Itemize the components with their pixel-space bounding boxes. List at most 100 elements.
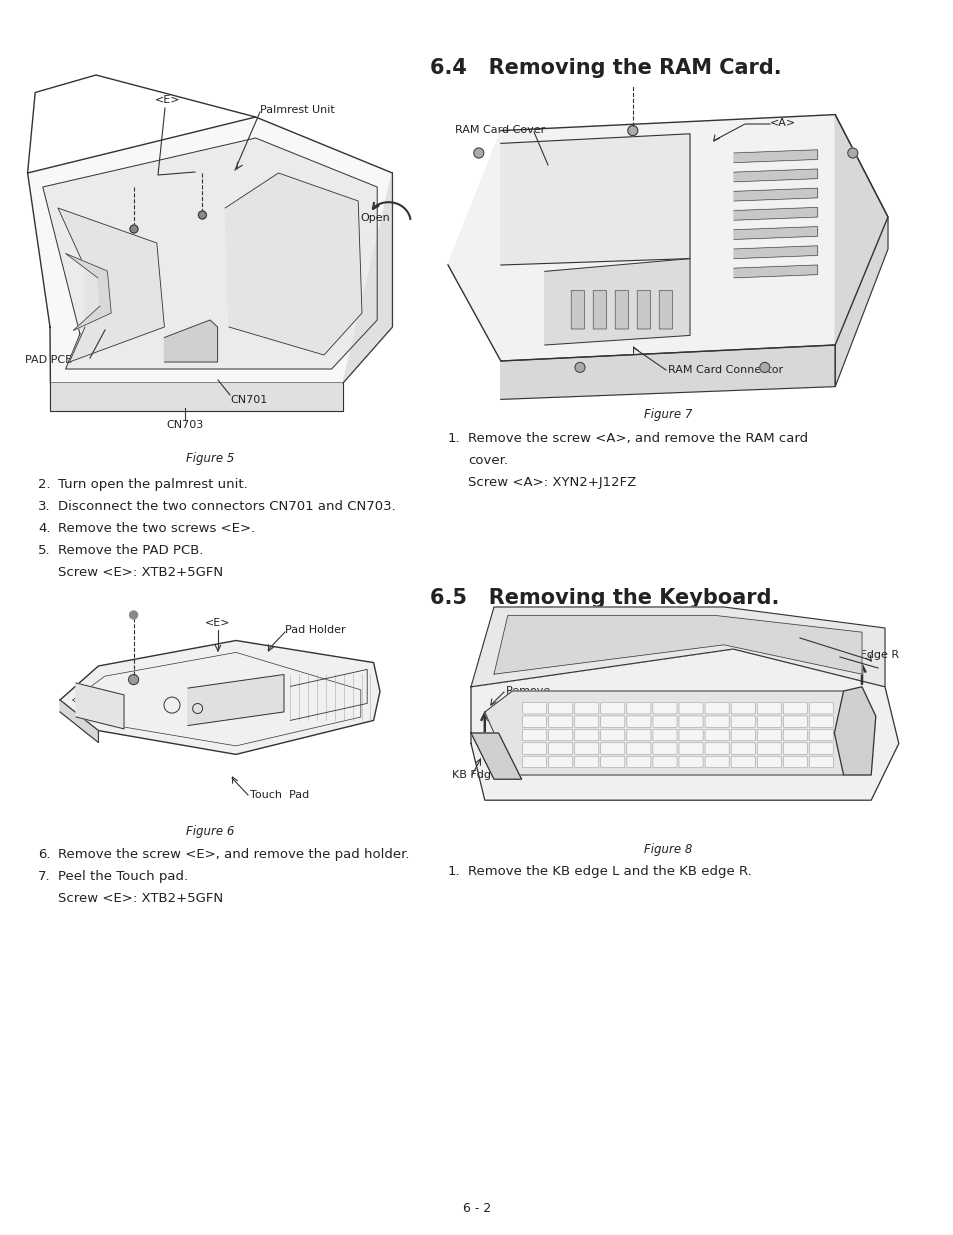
FancyBboxPatch shape (626, 730, 650, 741)
FancyBboxPatch shape (574, 716, 598, 727)
Text: 5.: 5. (38, 543, 51, 557)
Text: Figure 6: Figure 6 (186, 825, 233, 839)
FancyBboxPatch shape (548, 742, 572, 755)
Polygon shape (66, 253, 112, 331)
Polygon shape (51, 383, 343, 411)
FancyBboxPatch shape (782, 703, 806, 714)
Circle shape (759, 362, 769, 373)
Polygon shape (58, 207, 164, 362)
Text: CN701: CN701 (230, 395, 267, 405)
Polygon shape (733, 149, 817, 163)
Circle shape (129, 674, 138, 684)
FancyBboxPatch shape (704, 703, 728, 714)
Text: 6 - 2: 6 - 2 (462, 1202, 491, 1215)
FancyBboxPatch shape (704, 716, 728, 727)
FancyBboxPatch shape (704, 756, 728, 768)
Text: Turn open the palmrest unit.: Turn open the palmrest unit. (58, 478, 248, 492)
FancyBboxPatch shape (757, 742, 781, 755)
Circle shape (130, 611, 137, 619)
FancyBboxPatch shape (704, 742, 728, 755)
Text: Open: Open (359, 212, 390, 224)
FancyBboxPatch shape (679, 703, 702, 714)
FancyBboxPatch shape (600, 703, 624, 714)
Polygon shape (733, 207, 817, 220)
FancyBboxPatch shape (659, 290, 672, 329)
FancyBboxPatch shape (782, 742, 806, 755)
FancyBboxPatch shape (626, 716, 650, 727)
Circle shape (198, 211, 206, 219)
FancyBboxPatch shape (730, 742, 755, 755)
Text: Figure 8: Figure 8 (643, 844, 692, 856)
FancyBboxPatch shape (652, 703, 677, 714)
Text: Screw <A>: XYN2+J12FZ: Screw <A>: XYN2+J12FZ (468, 475, 636, 489)
Text: KB Fdge R: KB Fdge R (841, 650, 898, 659)
Polygon shape (500, 133, 689, 266)
FancyBboxPatch shape (637, 290, 650, 329)
Text: Screw <E>: XTB2+5GFN: Screw <E>: XTB2+5GFN (58, 892, 223, 905)
Text: <E>: <E> (205, 618, 231, 629)
Polygon shape (471, 734, 521, 779)
Text: Touch  Pad: Touch Pad (250, 790, 309, 800)
Polygon shape (733, 246, 817, 258)
FancyBboxPatch shape (730, 703, 755, 714)
Text: 6.4   Removing the RAM Card.: 6.4 Removing the RAM Card. (430, 58, 781, 78)
FancyBboxPatch shape (679, 730, 702, 741)
FancyBboxPatch shape (574, 703, 598, 714)
FancyBboxPatch shape (757, 756, 781, 768)
FancyBboxPatch shape (679, 756, 702, 768)
FancyBboxPatch shape (652, 730, 677, 741)
Text: Disconnect the two connectors CN701 and CN703.: Disconnect the two connectors CN701 and … (58, 500, 395, 513)
FancyBboxPatch shape (782, 716, 806, 727)
Text: Figure 5: Figure 5 (186, 452, 233, 466)
FancyBboxPatch shape (522, 716, 546, 727)
Text: 3.: 3. (38, 500, 51, 513)
FancyBboxPatch shape (574, 730, 598, 741)
Text: 6.5   Removing the Keyboard.: 6.5 Removing the Keyboard. (430, 588, 779, 608)
FancyBboxPatch shape (679, 742, 702, 755)
Polygon shape (544, 258, 689, 345)
FancyBboxPatch shape (522, 730, 546, 741)
FancyBboxPatch shape (652, 742, 677, 755)
Text: 1.: 1. (448, 432, 460, 445)
FancyBboxPatch shape (574, 742, 598, 755)
Text: Remove: Remove (800, 632, 844, 642)
FancyBboxPatch shape (652, 756, 677, 768)
Text: <A>: <A> (769, 119, 796, 128)
FancyBboxPatch shape (600, 742, 624, 755)
FancyBboxPatch shape (522, 756, 546, 768)
FancyBboxPatch shape (704, 730, 728, 741)
Polygon shape (28, 117, 392, 383)
Polygon shape (733, 266, 817, 278)
FancyBboxPatch shape (522, 742, 546, 755)
FancyBboxPatch shape (652, 716, 677, 727)
FancyBboxPatch shape (808, 756, 833, 768)
Polygon shape (733, 188, 817, 201)
FancyBboxPatch shape (626, 703, 650, 714)
FancyBboxPatch shape (548, 703, 572, 714)
Polygon shape (343, 173, 392, 383)
Circle shape (474, 148, 483, 158)
FancyBboxPatch shape (600, 716, 624, 727)
FancyBboxPatch shape (757, 730, 781, 741)
Text: 7.: 7. (38, 869, 51, 883)
FancyBboxPatch shape (808, 730, 833, 741)
FancyBboxPatch shape (679, 716, 702, 727)
FancyBboxPatch shape (522, 703, 546, 714)
Polygon shape (494, 615, 862, 674)
Text: Remove: Remove (505, 685, 551, 697)
Text: KB Fdge L: KB Fdge L (452, 769, 507, 781)
Text: 2.: 2. (38, 478, 51, 492)
FancyBboxPatch shape (808, 703, 833, 714)
Text: cover.: cover. (468, 454, 507, 467)
Text: Remove the screw <A>, and remove the RAM card: Remove the screw <A>, and remove the RAM… (468, 432, 807, 445)
Polygon shape (43, 138, 376, 369)
FancyBboxPatch shape (600, 730, 624, 741)
FancyBboxPatch shape (808, 716, 833, 727)
FancyBboxPatch shape (571, 290, 584, 329)
Polygon shape (733, 169, 817, 182)
FancyBboxPatch shape (615, 290, 628, 329)
FancyBboxPatch shape (757, 703, 781, 714)
FancyBboxPatch shape (600, 756, 624, 768)
Polygon shape (500, 345, 834, 399)
FancyBboxPatch shape (548, 756, 572, 768)
